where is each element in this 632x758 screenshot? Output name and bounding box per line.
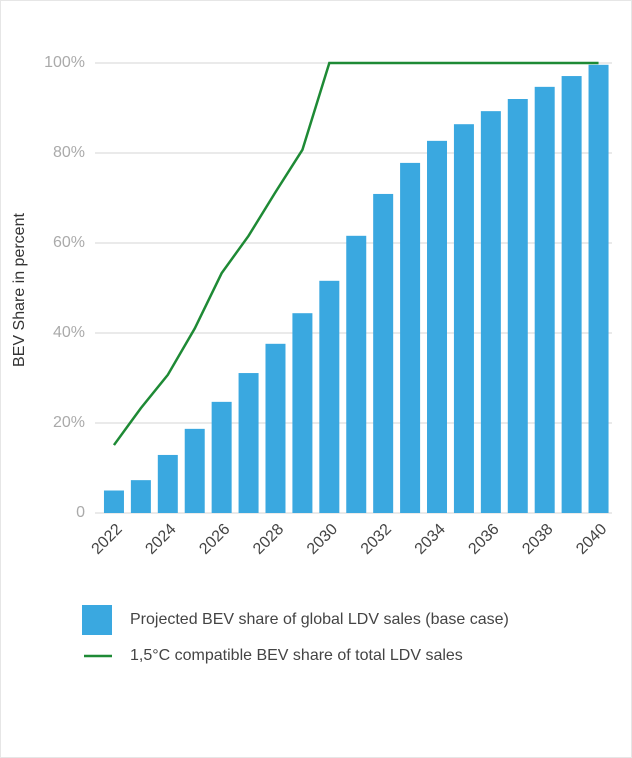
bar: [130, 480, 151, 513]
bar: [184, 428, 205, 513]
y-tick-label: 0: [76, 504, 85, 521]
bar: [103, 490, 124, 513]
y-tick-label: 100%: [44, 54, 85, 71]
bar: [480, 111, 501, 514]
bar: [292, 313, 313, 513]
y-tick-label: 20%: [53, 414, 85, 431]
y-tick-label: 80%: [53, 144, 85, 161]
bar: [238, 373, 259, 513]
bar: [265, 343, 286, 513]
y-tick-label: 60%: [53, 234, 85, 251]
bar: [561, 76, 582, 514]
bar: [319, 280, 340, 513]
legend-label: Projected BEV share of global LDV sales …: [130, 611, 509, 628]
y-axis-title: BEV Share in percent: [11, 213, 28, 367]
bar: [534, 86, 555, 513]
bar: [507, 99, 528, 513]
legend-label: 1,5°C compatible BEV share of total LDV …: [130, 647, 463, 664]
bar: [157, 454, 178, 513]
bar: [427, 140, 448, 513]
bar: [588, 64, 609, 514]
bar: [373, 193, 394, 513]
bar: [211, 401, 232, 513]
bar: [400, 162, 421, 513]
bar: [453, 124, 474, 513]
legend-swatch: [82, 605, 112, 635]
y-tick-label: 40%: [53, 324, 85, 341]
bar: [346, 235, 367, 514]
line: [112, 61, 599, 446]
